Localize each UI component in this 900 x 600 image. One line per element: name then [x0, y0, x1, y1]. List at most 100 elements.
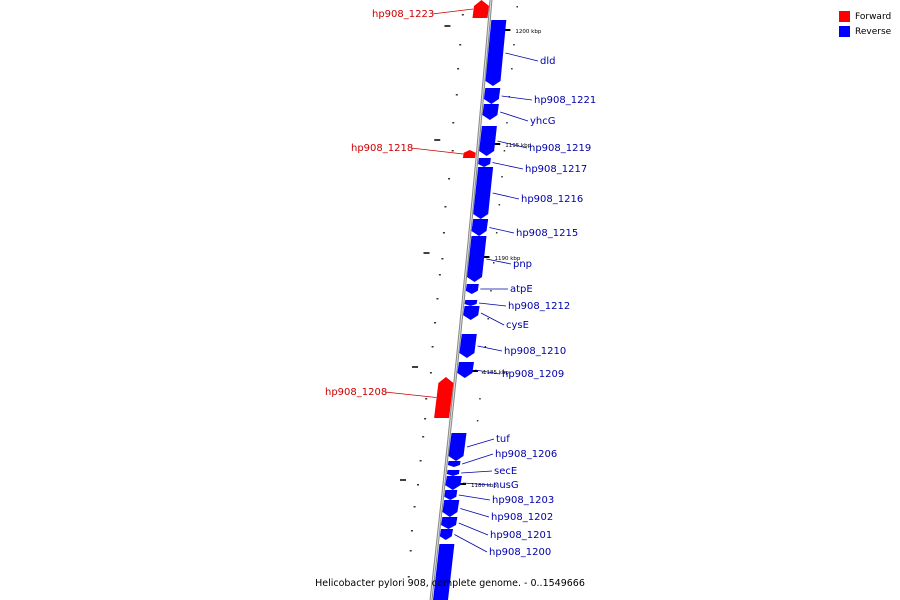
tick-dot	[506, 122, 508, 124]
scale-label: 1180 kbp	[471, 483, 497, 489]
tick-dot	[516, 6, 518, 8]
gene-arrow-pnp	[467, 236, 487, 282]
tick-dot	[436, 298, 439, 300]
legend: Forward Reverse	[839, 9, 891, 39]
gene-arrow-hp908_1206	[447, 461, 461, 467]
gene-label-atpE: atpE	[510, 284, 533, 295]
gene-arrow-tuf	[448, 433, 467, 461]
gene-arrow-unlabeled	[433, 544, 455, 600]
tick-dot	[438, 274, 441, 276]
tick-dot	[476, 420, 479, 422]
gene-arrow-hp908_1200	[439, 529, 453, 540]
gene-label-dld: dld	[540, 56, 555, 67]
tick-dot	[487, 318, 489, 320]
gene-label-hp908_1223: hp908_1223	[372, 9, 434, 20]
gene-arrow-hp908_1218	[462, 150, 476, 158]
tick-dot	[425, 398, 428, 400]
gene-label-yhcG: yhcG	[530, 116, 556, 127]
gene-leader-hp908_1202	[460, 508, 490, 518]
gene-leader-hp908_1221	[501, 95, 533, 101]
tick-dot	[431, 346, 434, 348]
gene-leader-hp908_1212	[478, 302, 507, 307]
gene-arrow-cysE	[463, 306, 480, 320]
tick-dot	[495, 232, 498, 234]
gene-leader-hp908_1219	[497, 140, 528, 149]
tick-dot	[501, 176, 503, 178]
gene-label-hp908_1210: hp908_1210	[504, 346, 566, 357]
tick-dot	[461, 14, 464, 16]
gene-label-hp908_1202: hp908_1202	[491, 512, 553, 523]
gene-arrow-hp908_1201	[441, 517, 458, 529]
legend-forward: Forward	[839, 9, 891, 24]
gene-label-hp908_1206: hp908_1206	[495, 449, 557, 460]
gene-arrow-hp908_1215	[471, 219, 489, 236]
tick-dot	[448, 178, 451, 180]
gene-arrow-hp908_1217	[478, 158, 491, 167]
tick-dot	[503, 150, 506, 152]
gene-arrow-hp908_1203	[444, 490, 458, 500]
tick-dot	[457, 68, 460, 70]
tick-dot	[479, 398, 481, 400]
gene-leader-dld	[505, 52, 539, 62]
tick-dot	[459, 44, 462, 46]
gene-arrow-dld	[485, 20, 507, 86]
tick-dot	[498, 204, 501, 206]
gene-leader-hp908_1209	[475, 369, 501, 375]
tick-dot	[493, 262, 495, 264]
tick-dot	[434, 322, 437, 324]
tick-dot	[451, 150, 454, 152]
reverse-swatch	[839, 26, 850, 37]
genome-caption: Helicobacter pylori 908, complete genome…	[315, 578, 585, 589]
gene-label-secE: secE	[494, 466, 517, 477]
gene-arrow-hp908_1208	[434, 377, 454, 418]
genome-backbone	[429, 0, 493, 600]
gene-arrow-secE	[446, 470, 460, 476]
tick-dot	[484, 346, 487, 348]
gene-label-tuf: tuf	[496, 434, 510, 445]
legend-reverse-label: Reverse	[855, 26, 892, 37]
forward-swatch	[839, 11, 850, 22]
gene-label-pnp: pnp	[513, 259, 532, 270]
tick-dot	[511, 68, 513, 70]
gene-arrow-hp908_1216	[473, 167, 494, 219]
gene-arrow-nusG	[445, 476, 462, 490]
tick-dot	[441, 258, 444, 260]
gene-leader-hp908_1201	[458, 522, 489, 536]
gene-arrow-hp908_1209	[457, 362, 474, 378]
gene-leader-hp908_1206	[462, 453, 494, 465]
gene-arrow-yhcG	[482, 104, 499, 120]
scale-label: 1190 kbp	[495, 256, 521, 262]
gene-label-hp908_1221: hp908_1221	[534, 95, 596, 106]
gene-leader-pnp	[486, 258, 512, 265]
tick-dot	[452, 122, 455, 124]
tick-dot	[422, 436, 425, 438]
gene-leader-hp908_1216	[492, 192, 520, 200]
gene-leader-cysE	[480, 312, 505, 326]
tick-dot	[410, 530, 413, 532]
gene-leader-hp908_1203	[458, 494, 491, 501]
tick-dot	[424, 418, 427, 420]
gene-leader-hp908_1200	[454, 534, 488, 553]
gene-leader-secE	[461, 470, 493, 474]
legend-forward-label: Forward	[855, 11, 892, 22]
gene-label-hp908_1219: hp908_1219	[529, 143, 591, 154]
tick-dot	[413, 506, 416, 508]
gene-label-hp908_1200: hp908_1200	[489, 547, 551, 558]
gene-label-hp908_1201: hp908_1201	[490, 530, 552, 541]
gene-arrow-hp908_1221	[483, 88, 501, 104]
gene-leader-hp908_1223	[431, 8, 474, 15]
tick-dot	[429, 372, 432, 374]
legend-reverse: Reverse	[839, 24, 891, 39]
tick-dot	[455, 94, 458, 96]
gene-label-hp908_1203: hp908_1203	[492, 495, 554, 506]
tick-dot	[417, 484, 420, 486]
gene-label-hp908_1217: hp908_1217	[525, 164, 587, 175]
gene-leader-hp908_1215	[489, 227, 515, 234]
tick-dot	[419, 460, 422, 462]
gene-arrow-atpE	[465, 284, 479, 294]
gene-leader-nusG	[463, 482, 492, 486]
genome-backbone-highlight	[430, 0, 492, 600]
gene-leader-hp908_1218	[410, 147, 464, 155]
gene-leader-yhcG	[500, 111, 529, 122]
